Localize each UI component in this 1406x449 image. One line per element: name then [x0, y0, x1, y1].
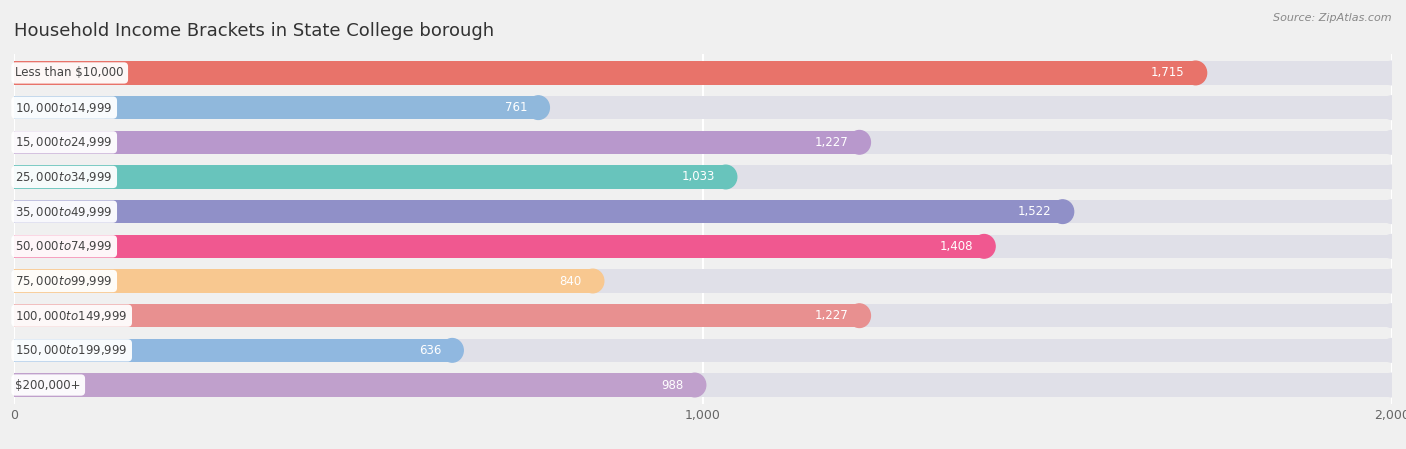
Ellipse shape: [683, 373, 706, 397]
Bar: [14, 373, 695, 397]
Bar: [14, 200, 1063, 224]
Ellipse shape: [441, 339, 463, 362]
Bar: [14, 373, 1392, 397]
Bar: [14, 96, 1392, 119]
Text: 1,715: 1,715: [1152, 66, 1185, 79]
Ellipse shape: [1381, 304, 1403, 327]
Text: $10,000 to $14,999: $10,000 to $14,999: [15, 101, 112, 114]
Bar: [14, 61, 1195, 85]
Bar: [14, 234, 984, 258]
Text: $15,000 to $24,999: $15,000 to $24,999: [15, 135, 112, 150]
Bar: [14, 96, 538, 119]
Bar: [14, 165, 725, 189]
Bar: [14, 269, 593, 293]
Text: 1,033: 1,033: [682, 171, 714, 184]
Ellipse shape: [1381, 373, 1403, 397]
Ellipse shape: [1381, 269, 1403, 293]
Text: $200,000+: $200,000+: [15, 379, 82, 392]
Text: Less than $10,000: Less than $10,000: [15, 66, 124, 79]
Text: $100,000 to $149,999: $100,000 to $149,999: [15, 308, 128, 323]
Ellipse shape: [973, 234, 995, 258]
Bar: [14, 61, 1392, 85]
Ellipse shape: [1381, 165, 1403, 189]
Text: 1,408: 1,408: [939, 240, 973, 253]
Text: 988: 988: [661, 379, 683, 392]
Bar: [14, 165, 1392, 189]
Text: 1,227: 1,227: [814, 309, 848, 322]
Ellipse shape: [1381, 339, 1403, 362]
Text: $25,000 to $34,999: $25,000 to $34,999: [15, 170, 112, 184]
Bar: [14, 234, 1392, 258]
Text: Source: ZipAtlas.com: Source: ZipAtlas.com: [1274, 13, 1392, 23]
Text: 1,227: 1,227: [814, 136, 848, 149]
Ellipse shape: [1381, 61, 1403, 85]
Text: 761: 761: [505, 101, 527, 114]
Ellipse shape: [848, 304, 870, 327]
Ellipse shape: [1381, 131, 1403, 154]
Text: $75,000 to $99,999: $75,000 to $99,999: [15, 274, 112, 288]
Text: $150,000 to $199,999: $150,000 to $199,999: [15, 343, 128, 357]
Ellipse shape: [582, 269, 603, 293]
Ellipse shape: [1185, 61, 1206, 85]
Ellipse shape: [1052, 200, 1074, 224]
Text: Household Income Brackets in State College borough: Household Income Brackets in State Colle…: [14, 22, 494, 40]
Bar: [14, 339, 453, 362]
Bar: [14, 131, 859, 154]
Ellipse shape: [714, 165, 737, 189]
Bar: [14, 200, 1392, 224]
Ellipse shape: [527, 96, 550, 119]
Bar: [14, 304, 859, 327]
Bar: [14, 269, 1392, 293]
Bar: [14, 131, 1392, 154]
Text: 840: 840: [560, 274, 582, 287]
Ellipse shape: [1381, 200, 1403, 224]
Text: 1,522: 1,522: [1018, 205, 1052, 218]
Bar: [14, 304, 1392, 327]
Text: $35,000 to $49,999: $35,000 to $49,999: [15, 205, 112, 219]
Bar: [14, 339, 1392, 362]
Ellipse shape: [1381, 234, 1403, 258]
Text: $50,000 to $74,999: $50,000 to $74,999: [15, 239, 112, 253]
Ellipse shape: [848, 131, 870, 154]
Text: 636: 636: [419, 344, 441, 357]
Ellipse shape: [1381, 96, 1403, 119]
